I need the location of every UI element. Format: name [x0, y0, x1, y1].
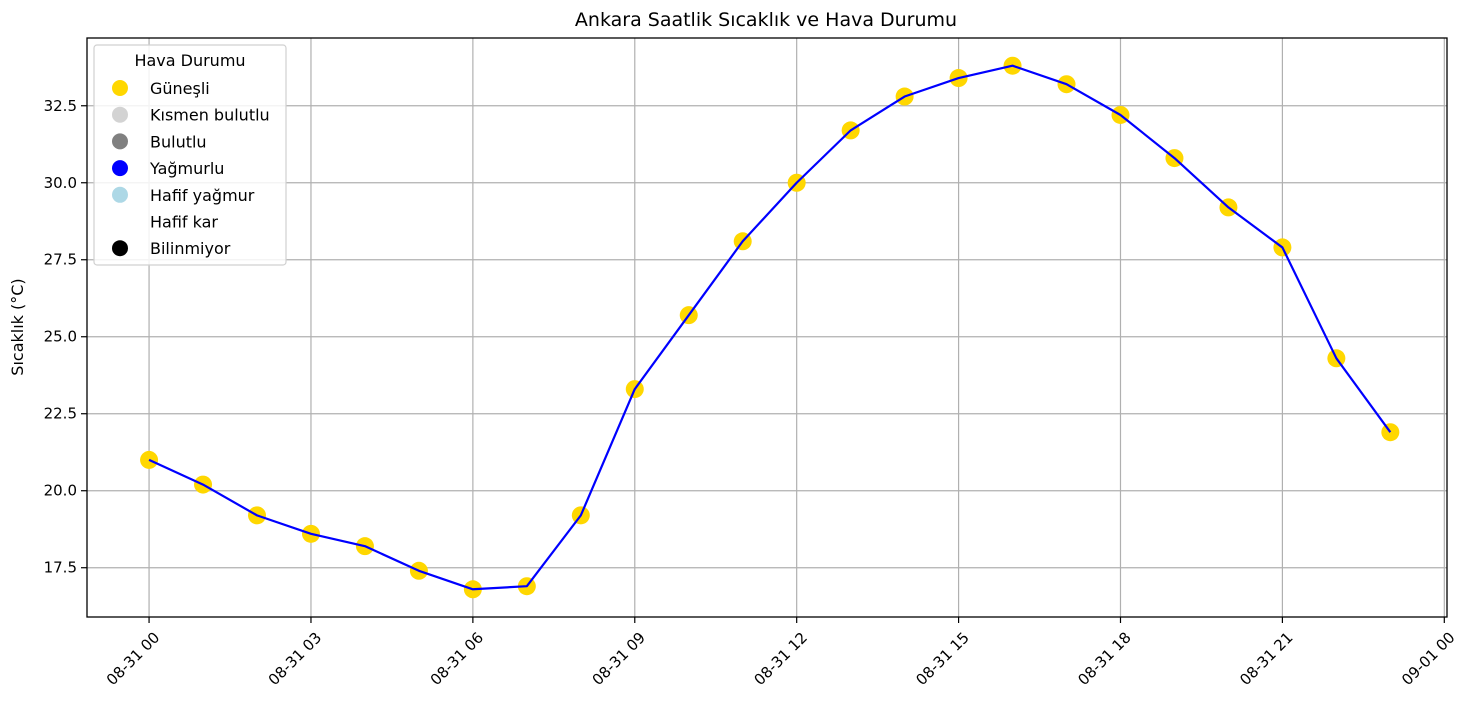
y-tick-label: 22.5: [44, 405, 77, 423]
chart-title: Ankara Saatlik Sıcaklık ve Hava Durumu: [575, 9, 957, 31]
legend-box: [93, 44, 287, 266]
legend-label: Yağmurlu: [149, 159, 224, 178]
legend-marker: [112, 213, 128, 230]
legend: Hava Durumu Güneşli Kısmen bulutlu Bulutlu Y…: [93, 44, 287, 266]
x-tick-label: 08-31 06: [427, 629, 487, 689]
legend-marker: [112, 80, 128, 96]
x-tick-label: 08-31 18: [1074, 629, 1134, 689]
legend-marker: [112, 106, 128, 123]
x-tick-label: 08-31 21: [1236, 629, 1296, 689]
y-tick-label: 30.0: [44, 174, 77, 192]
legend-marker: [112, 133, 128, 150]
x-tick-label: 08-31 03: [265, 629, 325, 689]
x-tick-label: 09-01 00: [1398, 629, 1458, 689]
legend-title: Hava Durumu: [134, 51, 245, 70]
y-tick-label: 17.5: [44, 559, 77, 577]
x-tick-label: 08-31 12: [751, 629, 811, 689]
x-tick-label: 08-31 15: [912, 629, 972, 689]
legend-label: Kısmen bulutlu: [150, 106, 270, 125]
grid-lines: [87, 38, 1447, 617]
legend-label: Hafif yağmur: [150, 186, 255, 205]
y-tick-label: 32.5: [44, 97, 77, 115]
y-tick-label: 27.5: [44, 251, 77, 269]
x-tick-label: 08-31 00: [103, 629, 163, 689]
legend-marker: [112, 186, 128, 203]
series-layer: [140, 56, 1400, 599]
legend-marker: [112, 160, 128, 177]
data-point: [1381, 423, 1400, 442]
legend-label: Hafif kar: [150, 213, 218, 232]
x-tick-label: 08-31 09: [589, 629, 649, 689]
y-tick-label: 20.0: [44, 482, 77, 500]
legend-marker: [112, 240, 128, 257]
y-tick-label: 25.0: [44, 328, 77, 346]
legend-label: Bilinmiyor: [150, 239, 231, 258]
plot-frame: [86, 37, 1448, 618]
legend-label: Bulutlu: [150, 132, 207, 151]
y-axis-label: Sıcaklık (°C): [8, 278, 27, 375]
legend-label: Güneşli: [150, 79, 210, 98]
temperature-line: [148, 64, 1392, 591]
